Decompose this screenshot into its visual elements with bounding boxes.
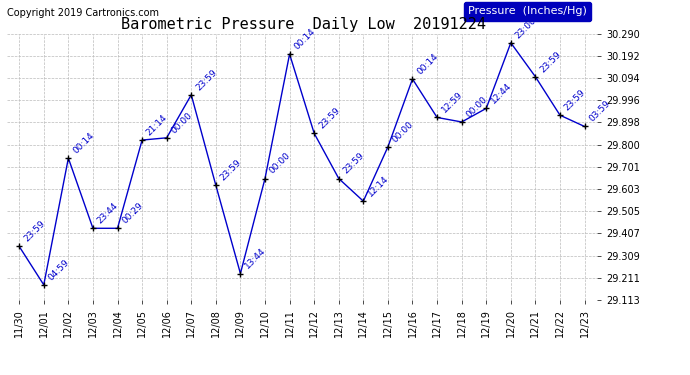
Text: Barometric Pressure  Daily Low  20191224: Barometric Pressure Daily Low 20191224	[121, 17, 486, 32]
Text: 00:00: 00:00	[391, 119, 415, 144]
Text: 00:00: 00:00	[268, 151, 293, 176]
Text: 21:14: 21:14	[145, 113, 169, 137]
Text: 23:59: 23:59	[342, 151, 366, 176]
Text: 23:59: 23:59	[194, 68, 219, 92]
Text: 00:14: 00:14	[71, 131, 96, 155]
Text: 00:14: 00:14	[415, 52, 440, 76]
Text: 00:29: 00:29	[120, 201, 145, 225]
Text: 13:44: 13:44	[243, 246, 268, 271]
Text: 23:59: 23:59	[22, 219, 46, 244]
Text: 23:59: 23:59	[538, 50, 563, 74]
Text: 00:14: 00:14	[293, 27, 317, 51]
Text: 23:59: 23:59	[563, 88, 587, 112]
Text: 12:59: 12:59	[440, 90, 464, 115]
Text: 00:00: 00:00	[464, 94, 489, 119]
Text: 12:14: 12:14	[366, 174, 391, 198]
Text: 00:00: 00:00	[170, 110, 194, 135]
Text: 23:59: 23:59	[219, 158, 243, 183]
Text: 23:00: 23:00	[513, 15, 538, 40]
Legend: Pressure  (Inches/Hg): Pressure (Inches/Hg)	[464, 2, 591, 21]
Text: 23:59: 23:59	[317, 106, 342, 130]
Text: 23:44: 23:44	[96, 201, 120, 225]
Text: 12:44: 12:44	[489, 81, 513, 106]
Text: 04:59: 04:59	[46, 258, 71, 282]
Text: 03:59: 03:59	[587, 99, 612, 124]
Text: Copyright 2019 Cartronics.com: Copyright 2019 Cartronics.com	[7, 8, 159, 18]
